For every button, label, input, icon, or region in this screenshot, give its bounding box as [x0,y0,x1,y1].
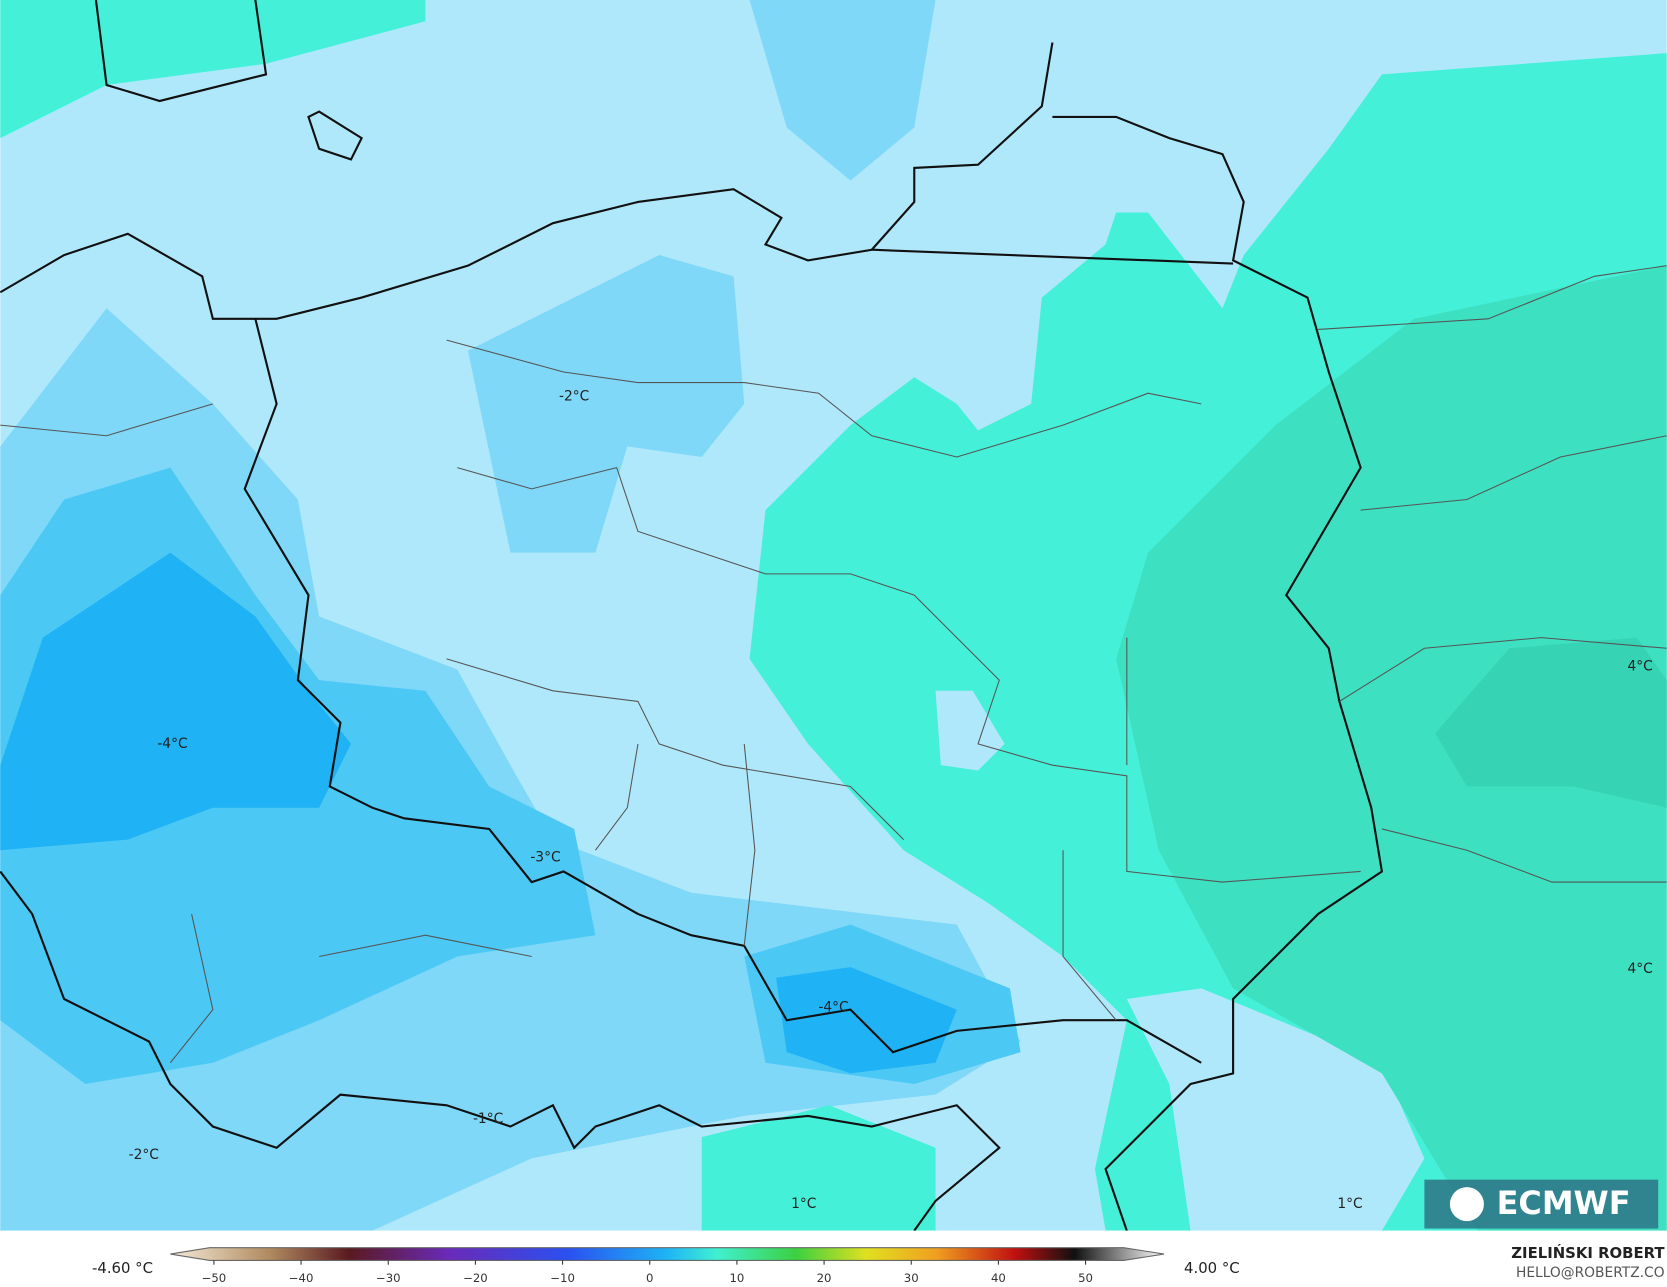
colorbar [170,1247,1165,1261]
colorbar-tick-label: −30 [376,1271,401,1285]
zone [0,552,352,851]
logo-text: ECMWF [1497,1184,1631,1222]
contour-label: -3°C [530,850,560,866]
colorbar-tick-label: −20 [463,1271,488,1285]
contour-label: 4°C [1627,658,1652,674]
colorbar-tick-label: 20 [817,1271,832,1285]
zone [935,690,1005,771]
colorbar-tick-label: 40 [991,1271,1006,1285]
zone [749,0,936,181]
colorbar-min: -4.60 °C [92,1259,153,1277]
contour-label: -4°C [818,999,848,1015]
contour-label: 1°C [1337,1196,1362,1212]
colorbar-tick-label: 50 [1078,1271,1093,1285]
contour-label: 1°C [791,1196,816,1212]
author: ZIELIŃSKI ROBERT [1511,1244,1665,1262]
zone [0,0,426,139]
zone [701,1105,936,1231]
colorbar-tick-label: 30 [904,1271,919,1285]
country-border [0,42,1384,1232]
zone [1126,988,1425,1231]
colorbar-tick-label: −10 [550,1271,575,1285]
contact: HELLO@ROBERTZ.CO [1516,1265,1665,1281]
colorbar-tick-label: 10 [729,1271,744,1285]
region-border [0,265,1667,1064]
country-border [0,248,1234,1232]
contour-label: -2°C [129,1147,159,1163]
colorbar-tick-label: −40 [289,1271,314,1285]
colorbar-tick-label: 0 [646,1271,653,1285]
colorbar-tick-label: −50 [202,1271,227,1285]
map-area: ECMWF [0,0,1667,1232]
zone [1435,637,1667,808]
contour-label: 4°C [1627,961,1652,977]
zone [1116,265,1667,1231]
contour-label: -2°C [559,388,589,404]
zone [467,255,745,553]
contour-label: -4°C [157,736,187,752]
contour-label: -1°C [473,1111,503,1127]
logo-icon [1449,1187,1484,1222]
colorbar-max: 4.00 °C [1184,1259,1240,1277]
coastline [94,0,364,161]
